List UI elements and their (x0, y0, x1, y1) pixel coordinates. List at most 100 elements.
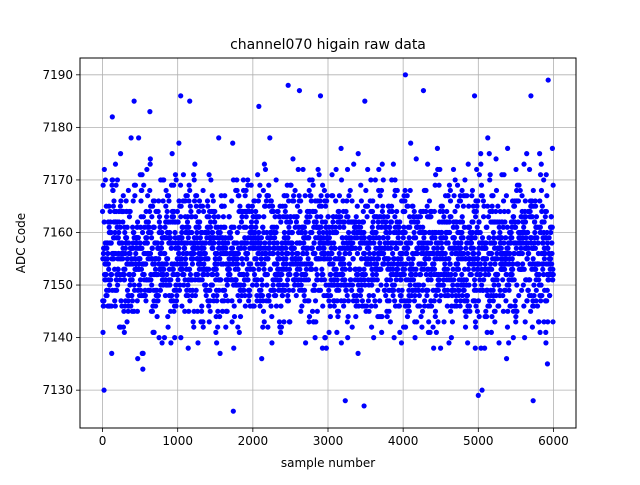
data-point (448, 308, 454, 314)
data-point (331, 303, 337, 309)
data-point (413, 266, 419, 272)
data-point (238, 245, 244, 251)
data-point (379, 208, 386, 215)
data-point (184, 219, 191, 225)
data-point (162, 277, 169, 283)
data-point (272, 214, 278, 220)
data-point (332, 245, 338, 251)
data-point (287, 219, 294, 225)
data-point (385, 214, 391, 220)
data-point (457, 303, 463, 309)
data-point (340, 256, 346, 262)
data-point (540, 240, 546, 246)
data-point (189, 287, 196, 293)
data-point (257, 303, 263, 309)
data-point (414, 319, 420, 325)
data-point (101, 166, 107, 173)
data-point (426, 256, 432, 262)
data-point (266, 240, 273, 246)
data-point (258, 235, 265, 241)
data-point (347, 187, 353, 194)
data-point (148, 235, 155, 241)
data-point (189, 214, 195, 220)
data-point (544, 240, 551, 246)
data-point (406, 235, 412, 241)
data-point (333, 166, 339, 173)
data-point (266, 182, 272, 188)
data-point (206, 266, 212, 272)
data-point (454, 224, 460, 230)
data-point (200, 324, 206, 330)
data-point (278, 303, 284, 309)
data-point (185, 235, 191, 241)
data-point (163, 203, 169, 209)
data-point (122, 245, 128, 251)
data-point (309, 177, 315, 183)
data-point (172, 172, 179, 178)
data-point (525, 287, 531, 293)
data-point (391, 261, 397, 267)
data-point (510, 261, 516, 267)
data-point (272, 235, 278, 241)
data-point (141, 182, 147, 188)
data-point (507, 240, 514, 246)
data-point (463, 313, 469, 320)
data-point (261, 261, 267, 267)
data-point (257, 240, 264, 246)
data-point (301, 292, 307, 299)
data-point (421, 235, 427, 241)
data-point (327, 313, 333, 320)
data-point (449, 319, 456, 325)
data-point (473, 303, 479, 309)
data-point (189, 261, 196, 267)
data-point (149, 308, 156, 314)
data-point (226, 214, 232, 220)
data-point (372, 298, 378, 304)
data-point (141, 271, 147, 278)
data-point (499, 235, 505, 241)
data-point (105, 250, 111, 257)
data-point (433, 292, 439, 299)
data-point (483, 308, 489, 314)
data-point (357, 266, 363, 272)
data-point (115, 266, 121, 272)
data-point (479, 235, 486, 241)
data-point (361, 403, 367, 409)
data-point (104, 256, 110, 262)
data-point (312, 287, 318, 293)
data-point (445, 193, 451, 199)
data-point (398, 256, 404, 262)
data-point (117, 203, 124, 209)
data-point (507, 250, 513, 257)
data-point (356, 303, 362, 309)
data-point (127, 282, 133, 288)
data-point (287, 319, 293, 325)
data-point (473, 324, 479, 330)
data-point (168, 277, 174, 283)
data-point (104, 245, 110, 251)
data-point (358, 287, 364, 293)
data-point (443, 235, 449, 241)
data-point (314, 277, 321, 283)
data-point (182, 245, 188, 251)
data-point (102, 177, 108, 183)
data-point (407, 282, 413, 288)
y-ticks: 7130 7140 7150 7160 7170 7180 7190 (42, 68, 80, 397)
data-point (440, 282, 447, 288)
data-point (126, 240, 132, 246)
data-point (323, 203, 329, 209)
data-point (458, 245, 464, 251)
data-point (163, 261, 170, 267)
data-point (180, 172, 187, 178)
data-point (201, 245, 207, 251)
data-point (431, 345, 437, 351)
data-point (142, 292, 148, 299)
data-point (280, 282, 286, 288)
data-point (476, 313, 482, 320)
data-point (524, 256, 530, 262)
data-point (122, 229, 128, 236)
data-point (338, 340, 344, 346)
data-point (384, 313, 390, 320)
data-point (381, 250, 387, 257)
data-point (198, 256, 204, 262)
